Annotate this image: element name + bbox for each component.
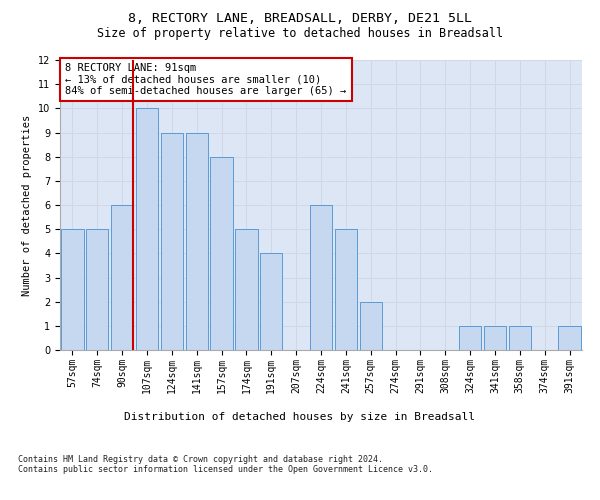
Bar xyxy=(86,229,109,350)
Bar xyxy=(459,326,481,350)
Bar xyxy=(335,229,357,350)
Text: 8 RECTORY LANE: 91sqm
← 13% of detached houses are smaller (10)
84% of semi-deta: 8 RECTORY LANE: 91sqm ← 13% of detached … xyxy=(65,63,346,96)
Text: Contains HM Land Registry data © Crown copyright and database right 2024.
Contai: Contains HM Land Registry data © Crown c… xyxy=(18,455,433,474)
Bar xyxy=(260,254,283,350)
Bar xyxy=(559,326,581,350)
Bar xyxy=(235,229,257,350)
Text: Distribution of detached houses by size in Breadsall: Distribution of detached houses by size … xyxy=(125,412,476,422)
Bar xyxy=(211,156,233,350)
Bar xyxy=(509,326,531,350)
Bar xyxy=(185,132,208,350)
Bar xyxy=(136,108,158,350)
Bar xyxy=(359,302,382,350)
Bar xyxy=(161,132,183,350)
Bar xyxy=(61,229,83,350)
Bar xyxy=(310,205,332,350)
Text: 8, RECTORY LANE, BREADSALL, DERBY, DE21 5LL: 8, RECTORY LANE, BREADSALL, DERBY, DE21 … xyxy=(128,12,472,26)
Text: Size of property relative to detached houses in Breadsall: Size of property relative to detached ho… xyxy=(97,28,503,40)
Bar xyxy=(111,205,133,350)
Y-axis label: Number of detached properties: Number of detached properties xyxy=(22,114,32,296)
Bar xyxy=(484,326,506,350)
